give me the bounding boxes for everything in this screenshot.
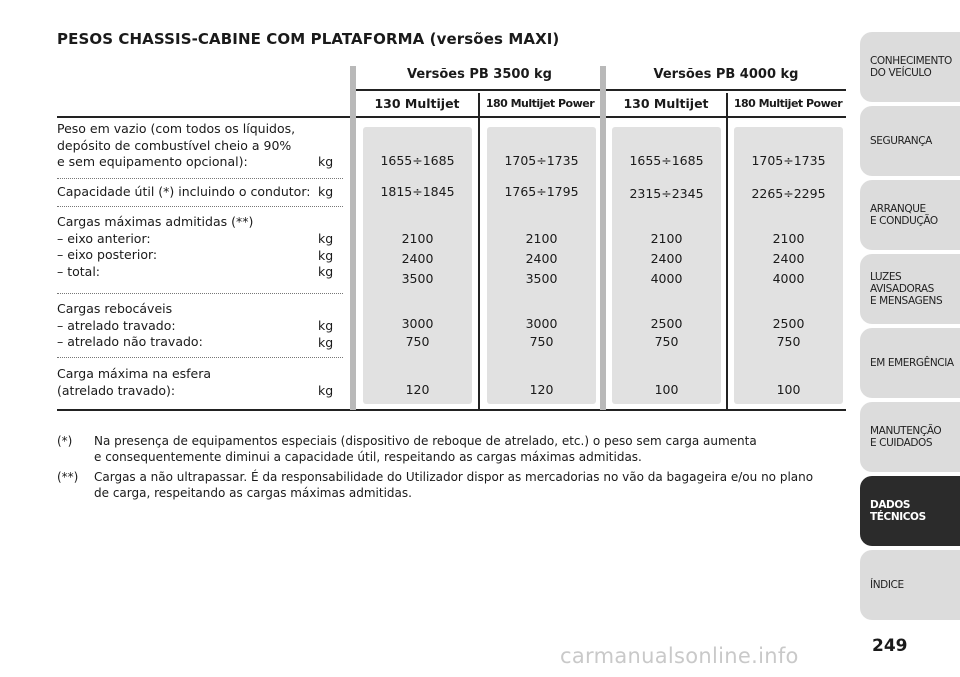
value-column-bg — [363, 127, 472, 404]
sidebar-tab-label: DADOS TÉCNICOS — [870, 499, 926, 523]
sidebar-tab-label: LUZES AVISADORAS E MENSAGENS — [870, 271, 943, 307]
table-cell: 2100 2400 3500 — [525, 231, 558, 286]
column-divider — [478, 93, 480, 409]
table-cell: 2315÷2345 — [629, 186, 704, 201]
sidebar-tab-luzes[interactable]: LUZES AVISADORAS E MENSAGENS — [860, 254, 960, 324]
table-top-rule — [57, 116, 846, 118]
sidebar-tab-conhecimento[interactable]: CONHECIMENTO DO VEÍCULO — [860, 32, 960, 102]
sidebar-tab-manutencao[interactable]: MANUTENÇÃO E CUIDADOS — [860, 402, 960, 472]
sidebar-tab-arranque[interactable]: ARRANQUE E CONDUÇÃO — [860, 180, 960, 250]
footnote-mark: (**) — [57, 470, 79, 484]
row-separator — [57, 206, 343, 207]
sidebar-tab-label: EM EMERGÊNCIA — [870, 357, 954, 369]
sidebar-tab-seguranca[interactable]: SEGURANÇA — [860, 106, 960, 176]
sidebar-tab-emergencia[interactable]: EM EMERGÊNCIA — [860, 328, 960, 398]
sidebar-tab-label: SEGURANÇA — [870, 135, 932, 147]
group-header-4000: Versões PB 4000 kg — [653, 67, 799, 82]
row-label-ball-load: Carga máxima na esfera (atrelado travado… — [57, 366, 212, 398]
footnote-text: Na presença de equipamentos especiais (d… — [94, 434, 757, 464]
sidebar-tab-dados-tecnicos[interactable]: DADOS TÉCNICOS — [860, 476, 960, 546]
column-header: 180 Multijet Power — [485, 97, 595, 110]
table-cell: 100 — [776, 382, 801, 397]
table-cell: 3000 750 — [401, 316, 434, 349]
row-separator — [57, 357, 343, 358]
table-cell: 1815÷1845 — [380, 184, 455, 199]
group-bar-3500 — [350, 66, 356, 410]
watermark: carmanualsonline.info — [560, 644, 799, 668]
sidebar-tab-label: MANUTENÇÃO E CUIDADOS — [870, 425, 942, 449]
table-cell: 2265÷2295 — [751, 186, 826, 201]
table-cell: 1765÷1795 — [504, 184, 579, 199]
table-cell: 1705÷1735 — [751, 153, 826, 168]
row-unit: kg — [318, 184, 334, 199]
column-divider — [726, 93, 728, 409]
table-cell: 120 — [405, 382, 430, 397]
sidebar-tab-label: CONHECIMENTO DO VEÍCULO — [870, 55, 952, 79]
row-separator — [57, 178, 343, 179]
sidebar-tab-indice[interactable]: ÍNDICE — [860, 550, 960, 620]
row-label-empty-weight: Peso em vazio (com todos os líquidos, de… — [57, 121, 296, 169]
row-label-payload: Capacidade útil (*) incluindo o condutor… — [57, 184, 311, 199]
sidebar-tab-label: ARRANQUE E CONDUÇÃO — [870, 203, 938, 227]
group-bar-4000 — [600, 66, 606, 410]
column-header: 180 Multijet Power — [733, 97, 843, 110]
row-unit: kg kg kg — [318, 231, 334, 279]
table-cell: 120 — [529, 382, 554, 397]
page-title: PESOS CHASSIS-CABINE COM PLATAFORMA (ver… — [57, 30, 560, 48]
table-cell: 2100 2400 4000 — [772, 231, 805, 286]
value-column-bg — [734, 127, 843, 404]
footnote-text: Cargas a não ultrapassar. É da responsab… — [94, 470, 814, 500]
table-cell: 2100 2400 4000 — [650, 231, 683, 286]
page-number: 249 — [872, 636, 908, 656]
table-cell: 2500 750 — [650, 316, 683, 349]
table-cell: 2500 750 — [772, 316, 805, 349]
table-cell: 1655÷1685 — [629, 153, 704, 168]
row-unit: kg — [318, 383, 334, 398]
group-header-3500: Versões PB 3500 kg — [407, 67, 552, 82]
table-cell: 1655÷1685 — [380, 153, 455, 168]
value-column-bg — [487, 127, 596, 404]
row-unit: kg — [318, 154, 334, 169]
footnote-mark: (*) — [57, 434, 73, 448]
column-header: 130 Multijet — [623, 96, 709, 111]
row-separator — [57, 293, 343, 294]
row-unit: kg kg — [318, 318, 334, 350]
sidebar-tab-label: ÍNDICE — [870, 579, 904, 591]
table-cell: 3000 750 — [525, 316, 558, 349]
table-bottom-rule — [57, 409, 846, 411]
table-cell: 2100 2400 3500 — [401, 231, 434, 286]
value-column-bg — [612, 127, 721, 404]
table-cell: 100 — [654, 382, 679, 397]
column-header: 130 Multijet — [374, 96, 460, 111]
row-label-towable: Cargas rebocáveis – atrelado travado: – … — [57, 301, 203, 349]
table-cell: 1705÷1735 — [504, 153, 579, 168]
header-rule — [352, 89, 846, 91]
row-label-max-loads: Cargas máximas admitidas (**) – eixo ant… — [57, 214, 254, 279]
